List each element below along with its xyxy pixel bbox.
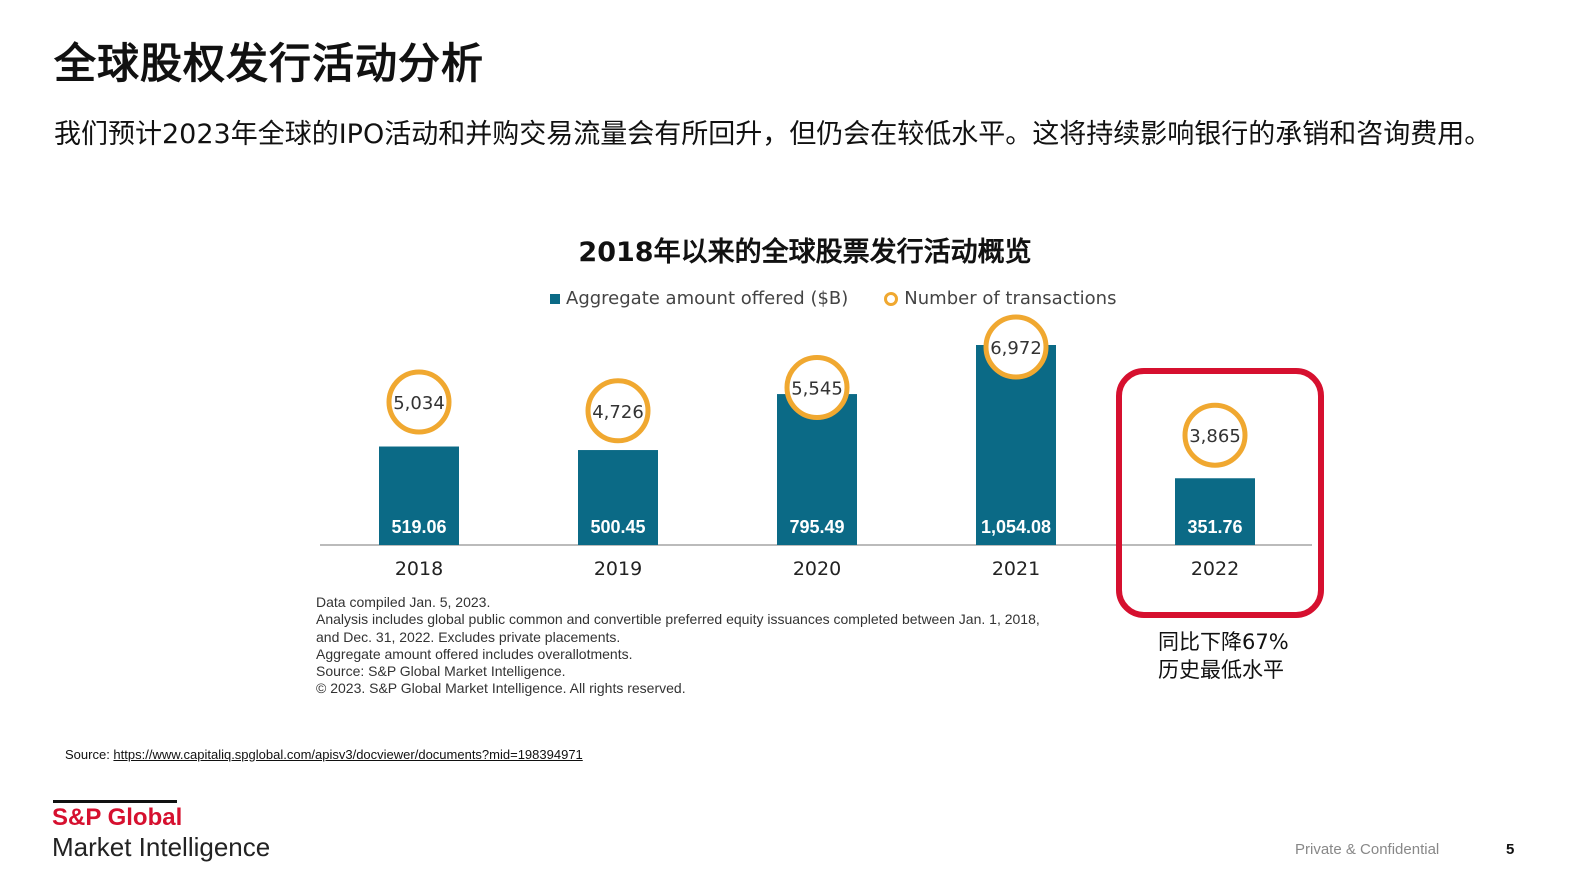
bar-label-2019: 500.45 <box>590 517 645 537</box>
x-tick-2022: 2022 <box>1191 558 1239 580</box>
point-2020 <box>784 355 850 421</box>
legend-label: Aggregate amount offered ($B) <box>566 288 849 309</box>
legend-item-amount: Aggregate amount offered ($B) <box>550 288 848 309</box>
legend-ring-icon <box>884 291 899 306</box>
point-2018 <box>386 369 452 435</box>
legend: Aggregate amount offered ($B) Number of … <box>550 288 1116 309</box>
point-2022 <box>1182 402 1248 468</box>
point-2019 <box>585 378 651 444</box>
chart-title: 2018年以来的全球股票发行活动概览 <box>578 237 1032 268</box>
x-tick-2018: 2018 <box>395 558 443 580</box>
subtitle: 我们预计2023年全球的IPO活动和并购交易流量会有所回升，但仍会在较低水平。这… <box>54 119 1492 150</box>
legend-square-icon <box>550 293 560 304</box>
point-label-2020: 5,545 <box>791 379 843 400</box>
note-line: © 2023. S&P Global Market Intelligence. … <box>316 680 686 697</box>
source-note: Source: https://www.capitaliq.spglobal.c… <box>65 747 583 762</box>
logo-market-intelligence: Market Intelligence <box>52 832 271 862</box>
x-tick-2019: 2019 <box>594 558 642 580</box>
x-tick-2020: 2020 <box>793 558 841 580</box>
point-2021 <box>983 314 1049 380</box>
callout: 同比下降67% 历史最低水平 <box>1158 628 1289 684</box>
point-label-2021: 6,972 <box>990 338 1042 359</box>
note-line: Data compiled Jan. 5, 2023. <box>316 594 491 610</box>
callout-line: 历史最低水平 <box>1158 658 1284 682</box>
confidential-label: Private & Confidential <box>1295 841 1440 858</box>
logo-rule <box>53 800 177 803</box>
callout-line: 同比下降67% <box>1158 630 1289 654</box>
note-line: Source: S&P Global Market Intelligence. <box>316 663 566 680</box>
source-label: Source: <box>65 747 114 762</box>
logo-sp-global: S&P Global <box>52 804 183 831</box>
source-link[interactable]: https://www.capitaliq.spglobal.com/apisv… <box>113 747 583 762</box>
point-label-2019: 4,726 <box>592 402 644 423</box>
bar-2018 <box>379 446 459 545</box>
bar-label-2020: 795.49 <box>789 517 844 537</box>
point-label-2022: 3,865 <box>1189 426 1241 447</box>
note-line: Analysis includes global public common a… <box>316 611 1040 628</box>
bar-label-2018: 519.06 <box>391 517 446 537</box>
note-line: and Dec. 31, 2022. Excludes private plac… <box>316 628 621 645</box>
bar-label-2021: 1,054.08 <box>981 517 1051 537</box>
legend-item-transactions: Number of transactions <box>884 288 1116 309</box>
bar-2019 <box>578 450 658 545</box>
page-number: 5 <box>1506 841 1515 858</box>
legend-label: Number of transactions <box>904 288 1117 309</box>
highlight-box <box>1116 368 1324 618</box>
bar-2022 <box>1175 478 1255 545</box>
point-label-2018: 5,034 <box>393 393 445 414</box>
x-tick-2021: 2021 <box>992 558 1040 580</box>
bar-label-2022: 351.76 <box>1187 517 1242 537</box>
note-line: Aggregate amount offered includes overal… <box>316 645 633 662</box>
chart-notes: Data compiled Jan. 5, 2023. Analysis inc… <box>316 594 1040 698</box>
page-title: 全球股权发行活动分析 <box>54 39 485 88</box>
